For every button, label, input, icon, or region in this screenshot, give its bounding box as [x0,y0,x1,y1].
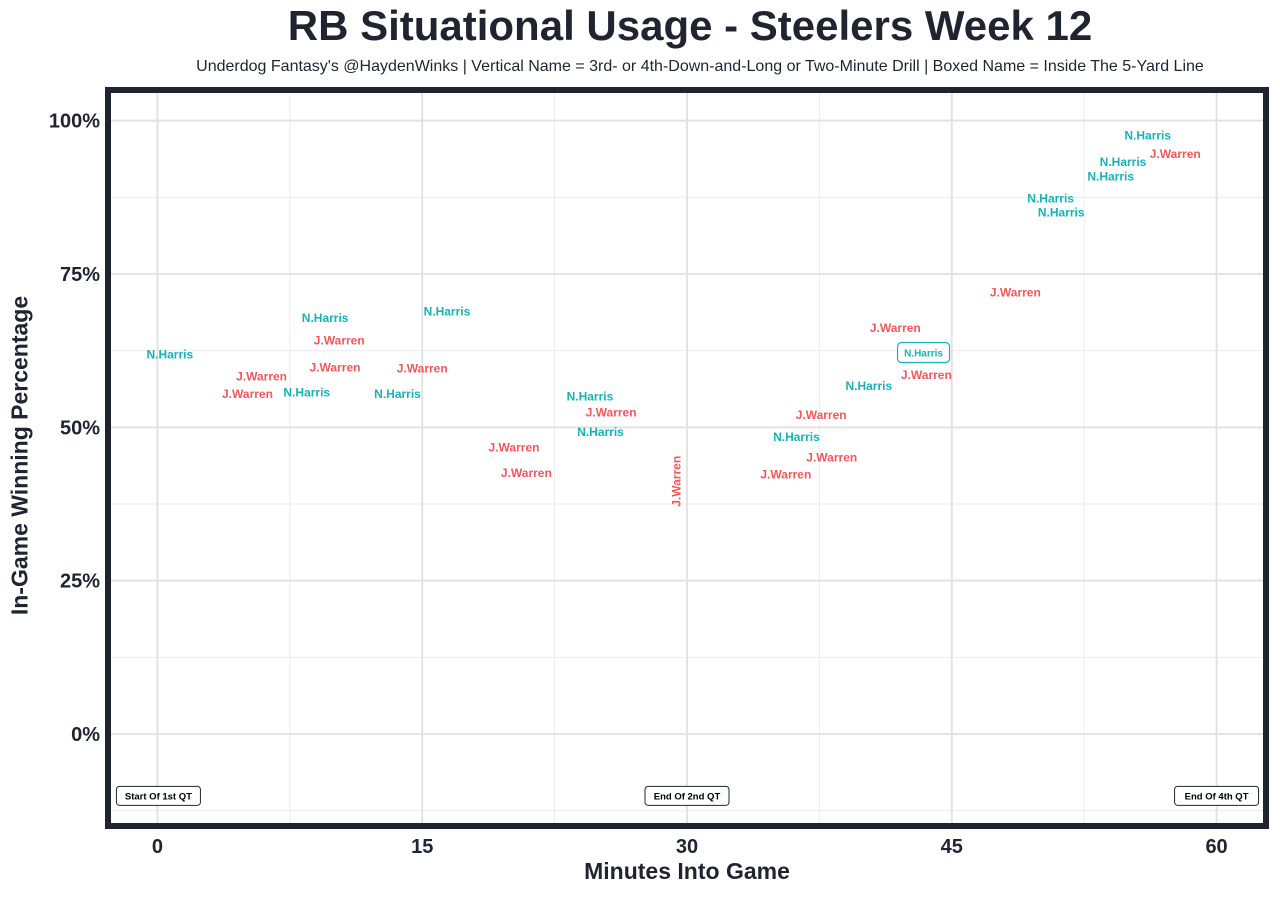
player-label: J.Warren [901,368,952,382]
quarter-annotation: Start Of 1st QT [125,791,192,802]
player-label: J.Warren [760,467,811,481]
plot-frame [105,87,1269,829]
player-label: N.Harris [567,389,614,403]
player-label: J.Warren [397,361,448,375]
player-label: J.Warren [586,406,637,420]
y-tick-label: 0% [71,724,100,746]
x-tick-label: 45 [941,836,963,858]
player-label: J.Warren [310,361,361,375]
chart-subtitle: Underdog Fantasy's @HaydenWinks | Vertic… [196,58,1204,75]
x-tick-label: 60 [1205,836,1227,858]
player-label: N.Harris [1124,128,1171,142]
y-tick-label: 25% [60,571,100,593]
quarter-annotation-box [644,785,730,806]
y-tick-label: 100% [49,111,100,133]
player-label: N.Harris [424,304,471,318]
quarter-annotation-box [1174,785,1260,806]
player-label: J.Warren [236,369,287,383]
quarter-annotation-box [115,785,201,806]
player-label: J.Warren [501,466,552,480]
player-label: N.Harris [1100,155,1147,169]
player-label: N.Harris [845,379,892,393]
player-label: N.Harris [374,387,421,401]
chart-title: RB Situational Usage - Steelers Week 12 [287,2,1093,49]
player-label: J.Warren [314,334,365,348]
quarter-annotation: End Of 2nd QT [654,791,721,802]
player-label: J.Warren [870,321,921,335]
player-label: J.Warren [222,387,273,401]
player-label: N.Harris [146,347,193,361]
player-label: N.Harris [302,311,349,325]
player-label: N.Harris [1027,192,1074,206]
player-label-boxed: N.Harris [904,349,943,360]
player-label: J.Warren [489,441,540,455]
x-tick-label: 0 [152,836,163,858]
player-label: N.Harris [577,425,624,439]
player-label: N.Harris [1087,169,1134,183]
player-label: J.Warren [806,450,857,464]
quarter-annotation: End Of 4th QT [1185,791,1249,802]
player-label: J.Warren [990,285,1041,299]
player-label-vertical: J.Warren [669,456,683,507]
player-label: N.Harris [283,385,330,399]
player-label: N.Harris [773,430,820,444]
x-tick-label: 15 [411,836,433,858]
player-label: J.Warren [796,408,847,422]
boxed-label-frame [896,341,951,364]
player-label: J.Warren [1150,147,1201,161]
y-tick-label: 50% [60,417,100,439]
x-axis-label: Minutes Into Game [584,858,790,884]
x-tick-label: 30 [676,836,698,858]
y-tick-label: 75% [60,264,100,286]
player-label: N.Harris [1038,206,1085,220]
